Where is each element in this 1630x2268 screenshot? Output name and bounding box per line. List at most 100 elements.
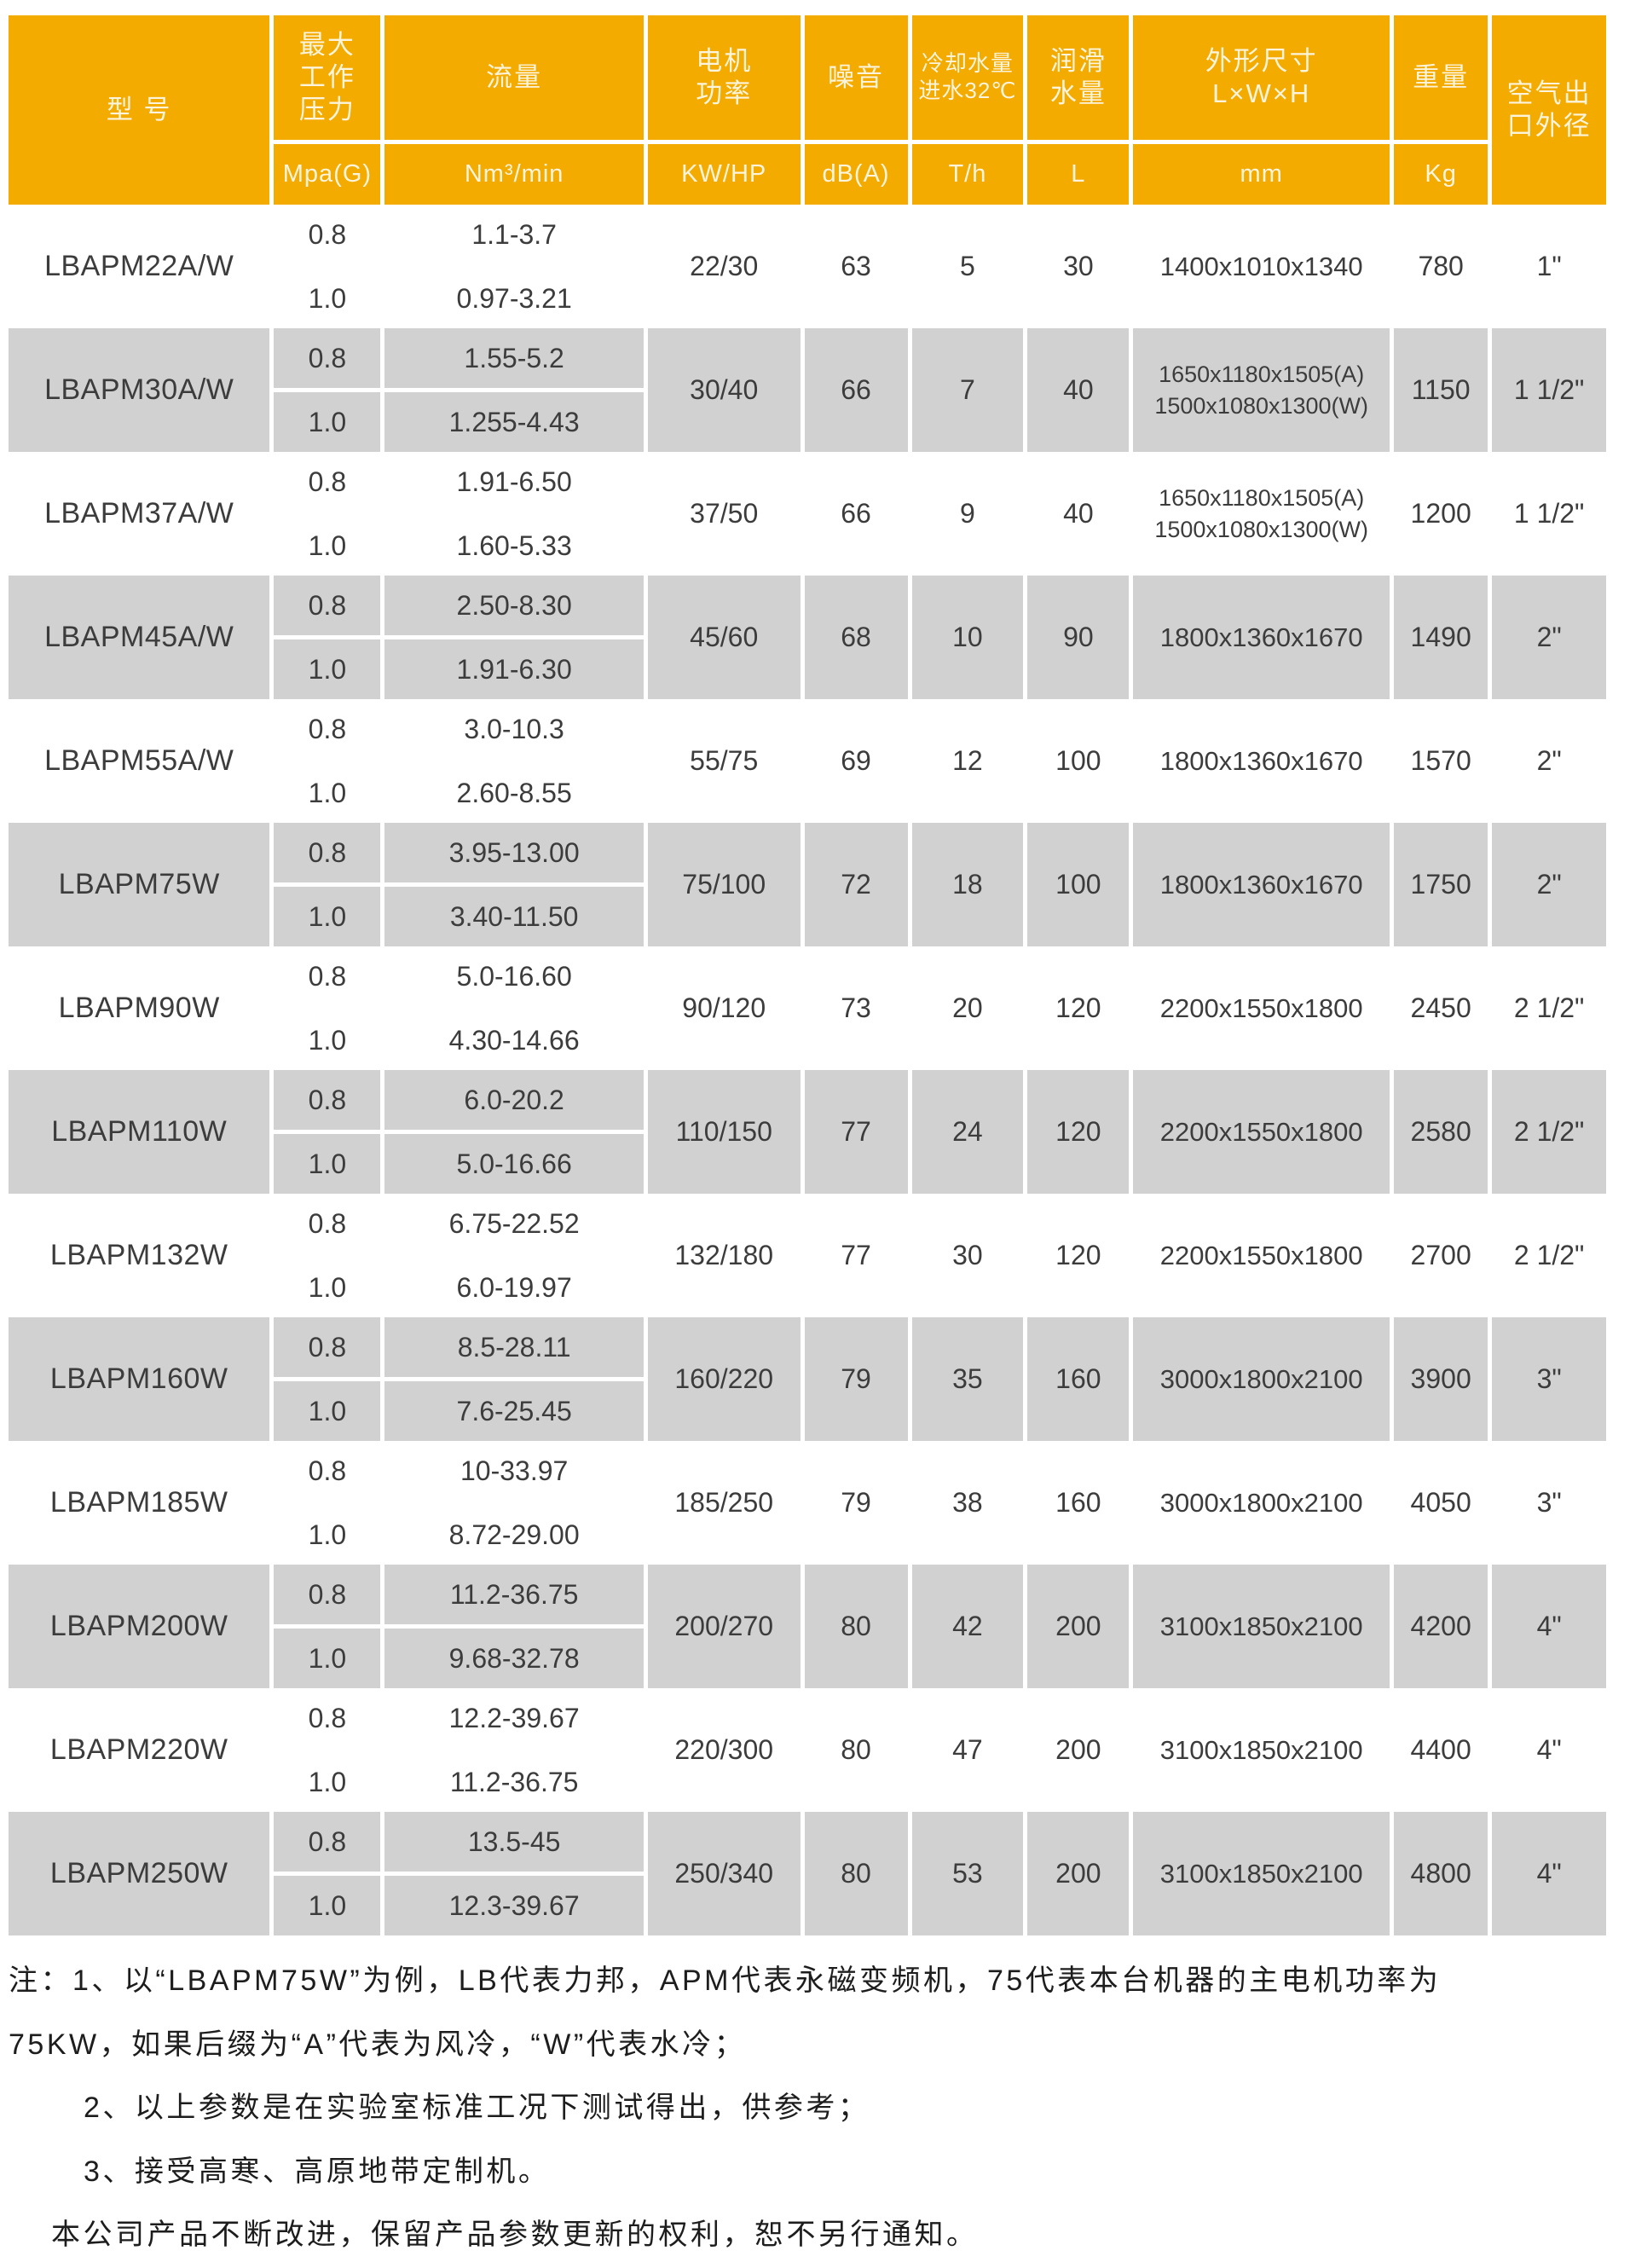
pressure-cell: 0.8 bbox=[274, 328, 381, 388]
noise-cell: 68 bbox=[804, 576, 908, 699]
dims-line: 3100x1850x2100 bbox=[1159, 1734, 1363, 1765]
dims-line: 1500x1080x1300(W) bbox=[1154, 392, 1369, 419]
dims-line: 1800x1360x1670 bbox=[1159, 869, 1363, 900]
flow-cell: 7.6-25.45 bbox=[384, 1381, 644, 1441]
lube-cell: 30 bbox=[1027, 205, 1130, 328]
dims-line: 2200x1550x1800 bbox=[1159, 992, 1363, 1023]
header-label-line: 工作 bbox=[298, 62, 355, 93]
pressure-cell: 0.8 bbox=[274, 1688, 381, 1748]
table-row: LBAPM220W 0.8 12.2-39.67 1.0 11.2-36.75 220/3… bbox=[9, 1688, 1606, 1812]
lube-cell: 40 bbox=[1027, 328, 1130, 452]
pressure-cell: 1.0 bbox=[274, 887, 381, 946]
header-cooling: 冷却水量 进水32℃ bbox=[911, 15, 1024, 140]
header-label-line: 压力 bbox=[298, 94, 355, 124]
table-row: LBAPM22A/W 0.8 1.1-3.7 1.0 0.97-3.21 22/30 63 5… bbox=[9, 205, 1606, 328]
model-cell: LBAPM110W bbox=[9, 1070, 270, 1194]
table-row: LBAPM250W 0.8 13.5-45 1.0 12.3-39.67 250/340 8… bbox=[9, 1812, 1606, 1935]
power-cell: 132/180 bbox=[647, 1194, 801, 1317]
flow-cell: 0.97-3.21 bbox=[384, 269, 644, 328]
cooling-cell: 12 bbox=[911, 699, 1024, 823]
table-row: LBAPM200W 0.8 11.2-36.75 1.0 9.68-32.78 200/2… bbox=[9, 1565, 1606, 1688]
cooling-cell: 35 bbox=[911, 1317, 1024, 1441]
dims-cell: 2200x1550x1800 bbox=[1133, 1070, 1390, 1194]
lube-cell: 120 bbox=[1027, 1070, 1130, 1194]
cooling-cell: 30 bbox=[911, 1194, 1024, 1317]
noise-cell: 72 bbox=[804, 823, 908, 946]
pressure-cell: 0.8 bbox=[274, 946, 381, 1006]
dims-cell: 2200x1550x1800 bbox=[1133, 1194, 1390, 1317]
pressure-cell: 0.8 bbox=[274, 823, 381, 882]
note-line-2: 75KW，如果后缀为“A”代表为风冷，“W”代表水冷； bbox=[9, 2028, 747, 2061]
table-row: LBAPM37A/W 0.8 1.91-6.50 1.0 1.60-5.33 37/50 6… bbox=[9, 452, 1606, 576]
model-cell: LBAPM75W bbox=[9, 823, 270, 946]
flow-cell: 11.2-36.75 bbox=[384, 1752, 644, 1812]
flow-cell: 6.75-22.52 bbox=[384, 1194, 644, 1253]
weight-cell: 4200 bbox=[1394, 1565, 1488, 1688]
pressure-cell: 1.0 bbox=[274, 1629, 381, 1688]
outlet-cell: 4" bbox=[1492, 1812, 1606, 1935]
header-label-line: 水量 bbox=[1049, 78, 1107, 108]
header-label-line: 外形尺寸 bbox=[1205, 46, 1318, 77]
table-row: LBAPM75W 0.8 3.95-13.00 1.0 3.40-11.50 75/100… bbox=[9, 823, 1606, 946]
header-label-line: 口外径 bbox=[1506, 111, 1592, 141]
flow-cell: 12.2-39.67 bbox=[384, 1688, 644, 1748]
noise-cell: 80 bbox=[804, 1812, 908, 1935]
table-row: LBAPM30A/W 0.8 1.55-5.2 1.0 1.255-4.43 30/40 6… bbox=[9, 328, 1606, 452]
header-unit-dims: mm bbox=[1133, 144, 1390, 205]
weight-cell: 3900 bbox=[1394, 1317, 1488, 1441]
table-row: LBAPM132W 0.8 6.75-22.52 1.0 6.0-19.97 132/18… bbox=[9, 1194, 1606, 1317]
pressure-cell: 1.0 bbox=[274, 763, 381, 823]
model-cell: LBAPM160W bbox=[9, 1317, 270, 1441]
table-row: LBAPM185W 0.8 10-33.97 1.0 8.72-29.00 185/250… bbox=[9, 1441, 1606, 1565]
flow-cell: 5.0-16.66 bbox=[384, 1134, 644, 1194]
model-cell: LBAPM22A/W bbox=[9, 205, 270, 328]
header-label-line: 电机 bbox=[696, 46, 753, 77]
cooling-cell: 9 bbox=[911, 452, 1024, 576]
cooling-cell: 10 bbox=[911, 576, 1024, 699]
dims-line: 1800x1360x1670 bbox=[1159, 622, 1363, 652]
flow-cell: 3.0-10.3 bbox=[384, 699, 644, 759]
notes: 注：1、以“LBAPM75W”为例，LB代表力邦，APM代表永磁变频机，75代表… bbox=[9, 1963, 1611, 2254]
header-unit-weight: Kg bbox=[1394, 144, 1488, 205]
flow-cell: 1.255-4.43 bbox=[384, 392, 644, 452]
lube-cell: 200 bbox=[1027, 1688, 1130, 1812]
power-cell: 160/220 bbox=[647, 1317, 801, 1441]
header-unit-lube: L bbox=[1027, 144, 1130, 205]
outlet-cell: 3" bbox=[1492, 1441, 1606, 1565]
weight-cell: 2700 bbox=[1394, 1194, 1488, 1317]
power-cell: 200/270 bbox=[647, 1565, 801, 1688]
model-cell: LBAPM220W bbox=[9, 1688, 270, 1812]
dims-line: 3000x1800x2100 bbox=[1159, 1487, 1363, 1518]
header-label-line: 空气出 bbox=[1506, 78, 1592, 109]
header-model: 型 号 bbox=[9, 15, 270, 205]
flow-cell: 9.68-32.78 bbox=[384, 1629, 644, 1688]
pressure-cell: 0.8 bbox=[274, 205, 381, 264]
dims-line: 1400x1010x1340 bbox=[1159, 251, 1363, 281]
flow-cell: 10-33.97 bbox=[384, 1441, 644, 1501]
pressure-cell: 1.0 bbox=[274, 1258, 381, 1317]
flow-cell: 1.91-6.50 bbox=[384, 452, 644, 512]
outlet-cell: 1" bbox=[1492, 205, 1606, 328]
dims-cell: 3000x1800x2100 bbox=[1133, 1317, 1390, 1441]
noise-cell: 66 bbox=[804, 328, 908, 452]
dims-cell: 1400x1010x1340 bbox=[1133, 205, 1390, 328]
note-line-1: 注：1、以“LBAPM75W”为例，LB代表力邦，APM代表永磁变频机，75代表… bbox=[9, 1964, 1442, 1997]
lube-cell: 160 bbox=[1027, 1441, 1130, 1565]
flow-cell: 1.55-5.2 bbox=[384, 328, 644, 388]
weight-cell: 1570 bbox=[1394, 699, 1488, 823]
noise-cell: 73 bbox=[804, 946, 908, 1070]
power-cell: 110/150 bbox=[647, 1070, 801, 1194]
dims-line: 2200x1550x1800 bbox=[1159, 1240, 1363, 1270]
flow-cell: 6.0-19.97 bbox=[384, 1258, 644, 1317]
header-lube: 润滑 水量 bbox=[1027, 15, 1130, 140]
header-unit-cooling: T/h bbox=[911, 144, 1024, 205]
cooling-cell: 5 bbox=[911, 205, 1024, 328]
power-cell: 37/50 bbox=[647, 452, 801, 576]
noise-cell: 79 bbox=[804, 1317, 908, 1441]
pressure-cell: 1.0 bbox=[274, 1381, 381, 1441]
dims-cell: 2200x1550x1800 bbox=[1133, 946, 1390, 1070]
weight-cell: 1750 bbox=[1394, 823, 1488, 946]
pressure-cell: 0.8 bbox=[274, 1812, 381, 1872]
header-unit-noise: dB(A) bbox=[804, 144, 908, 205]
dims-line: 3100x1850x2100 bbox=[1159, 1611, 1363, 1641]
